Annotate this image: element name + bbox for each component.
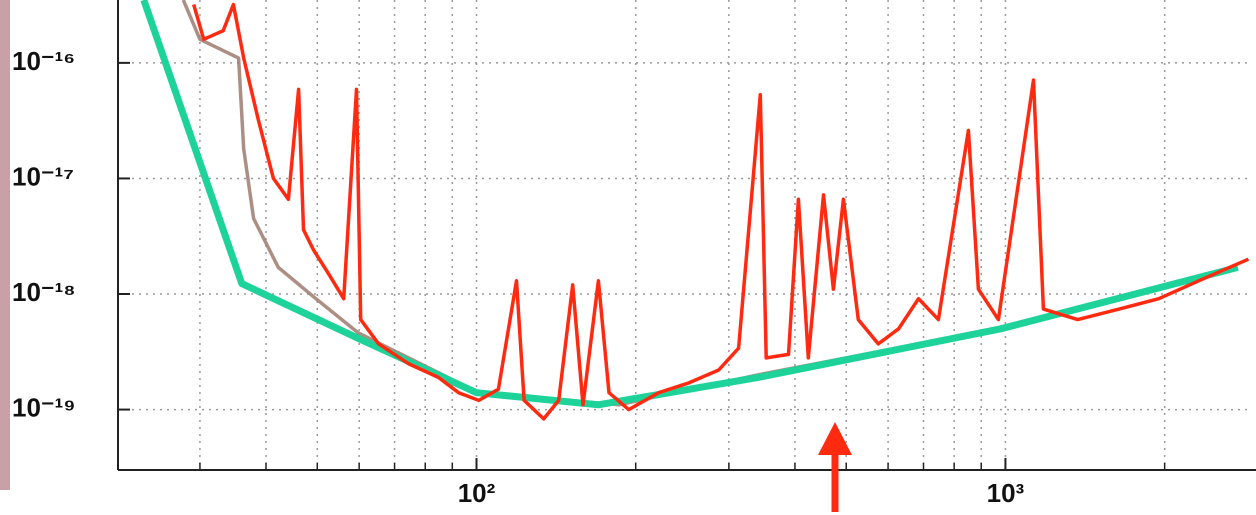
y-tick-label: 10⁻¹⁸ xyxy=(12,277,76,307)
series-line xyxy=(194,5,1249,419)
side-photo-strip xyxy=(0,0,10,490)
series-line xyxy=(183,0,1238,405)
grid xyxy=(118,0,1250,470)
x-tick-label: 10³ xyxy=(987,478,1025,508)
series-line xyxy=(144,0,1238,405)
y-tick-label: 10⁻¹⁶ xyxy=(12,46,75,76)
x-tick-label: 10² xyxy=(458,478,496,508)
plot-area xyxy=(144,0,1249,419)
y-tick-label: 10⁻¹⁹ xyxy=(12,392,76,422)
tick-labels: 10⁻¹⁹ 10⁻¹⁸ 10⁻¹⁷ 10⁻¹⁶ 10² 10³ xyxy=(12,46,1025,508)
chart: 10⁻¹⁹ 10⁻¹⁸ 10⁻¹⁷ 10⁻¹⁶ 10² 10³ xyxy=(0,0,1256,515)
y-tick-label: 10⁻¹⁷ xyxy=(12,161,74,191)
